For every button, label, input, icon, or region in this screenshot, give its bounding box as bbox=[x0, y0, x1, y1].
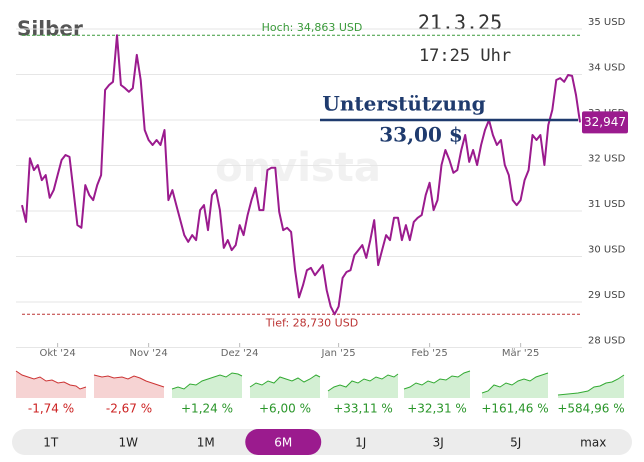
watermark: onvista bbox=[215, 145, 381, 191]
y-tick-label: 32 USD bbox=[588, 154, 626, 165]
price-badge bbox=[582, 111, 628, 134]
price-badge-label: 32,947 bbox=[584, 115, 626, 129]
date: 21.3.25 bbox=[418, 11, 502, 35]
sparkline bbox=[327, 373, 399, 398]
sparkline bbox=[93, 374, 165, 398]
low-label: Tief: 28,730 USD bbox=[265, 316, 358, 329]
performance-label: +32,31 % bbox=[407, 402, 467, 416]
sparkline bbox=[557, 374, 625, 398]
time: 17:25 Uhr bbox=[419, 46, 511, 66]
performance-label: -2,67 % bbox=[106, 402, 152, 416]
range-button[interactable]: 1M bbox=[197, 436, 215, 450]
performance-label: +1,24 % bbox=[181, 402, 233, 416]
sparklines bbox=[15, 370, 625, 398]
price-line bbox=[21, 34, 581, 316]
range-button[interactable]: 1T bbox=[43, 436, 59, 450]
y-tick-label: 34 USD bbox=[588, 63, 626, 74]
performance-label: +584,96 % bbox=[557, 402, 624, 416]
support-title: Unterstützung bbox=[322, 92, 485, 116]
range-button[interactable]: 1W bbox=[119, 436, 139, 450]
x-tick-label: Nov '24 bbox=[130, 348, 168, 359]
sparkline bbox=[15, 370, 87, 398]
sparkline bbox=[171, 372, 243, 398]
y-tick-label: 30 USD bbox=[588, 245, 626, 256]
y-tick-label: 31 USD bbox=[588, 199, 626, 210]
performance-label: +6,00 % bbox=[259, 402, 311, 416]
performance-label: +161,46 % bbox=[481, 402, 548, 416]
range-button[interactable]: 3J bbox=[433, 436, 444, 450]
range-bar bbox=[12, 429, 632, 455]
x-tick-label: Mär '25 bbox=[502, 348, 540, 359]
sparkline bbox=[249, 374, 321, 398]
support-label: 33,00 $ bbox=[379, 123, 463, 147]
performance-label: -1,74 % bbox=[28, 402, 74, 416]
range-button[interactable]: 5J bbox=[510, 436, 521, 450]
range-button[interactable]: 6M bbox=[274, 436, 292, 450]
y-tick-label: 28 USD bbox=[588, 336, 626, 347]
y-tick-label: 35 USD bbox=[588, 17, 626, 28]
sparkline bbox=[481, 372, 549, 398]
range-button[interactable]: max bbox=[580, 436, 606, 450]
y-tick-label: 29 USD bbox=[588, 290, 626, 301]
sparkline bbox=[403, 370, 471, 398]
x-tick-label: Feb '25 bbox=[411, 348, 447, 359]
performance-label: +33,11 % bbox=[333, 402, 393, 416]
x-tick-label: Dez '24 bbox=[221, 348, 259, 359]
x-tick-label: Jan '25 bbox=[321, 348, 356, 359]
x-tick-label: Okt '24 bbox=[39, 348, 75, 359]
high-label: Hoch: 34,863 USD bbox=[262, 21, 363, 34]
range-button[interactable]: 1J bbox=[355, 436, 366, 450]
range-button-active[interactable] bbox=[245, 429, 322, 455]
